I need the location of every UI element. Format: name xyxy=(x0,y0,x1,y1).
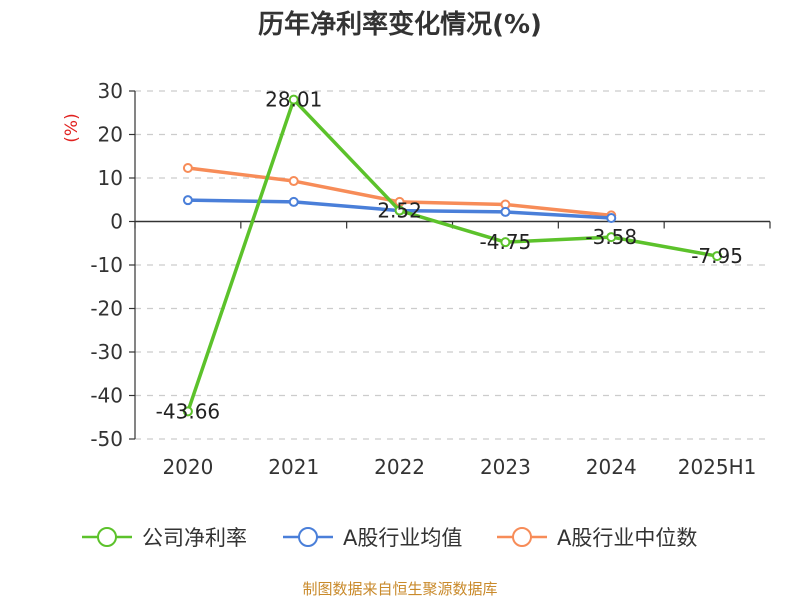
y-tick-label: -10 xyxy=(90,253,123,277)
grid-lines xyxy=(135,90,770,440)
legend-marker xyxy=(298,527,318,547)
data-point xyxy=(182,162,193,173)
data-label: -7.95 xyxy=(691,244,743,268)
data-labels: -43.66 28.01 2.52 -4.75 -3.58 -7.95 xyxy=(156,88,743,424)
data-point xyxy=(712,251,723,262)
y-tick-label: 10 xyxy=(98,166,123,190)
x-tick-label: 2025H1 xyxy=(678,455,757,479)
data-label: 28.01 xyxy=(265,88,322,112)
y-tick-label: 0 xyxy=(110,210,123,234)
y-tick-label: -20 xyxy=(90,297,123,321)
data-point xyxy=(606,213,617,224)
x-tick-label: 2020 xyxy=(162,455,213,479)
x-tick-label: 2024 xyxy=(586,455,637,479)
x-tick-label: 2022 xyxy=(374,455,425,479)
y-axis-unit: (%) xyxy=(62,113,82,142)
data-point xyxy=(288,196,299,207)
x-tick-label: 2021 xyxy=(268,455,319,479)
legend-item-0[interactable]: 公司净利率 xyxy=(82,526,247,550)
x-tick-label: 2023 xyxy=(480,455,531,479)
y-tick-label: 20 xyxy=(98,123,123,147)
legend[interactable]: 公司净利率 A股行业均值 A股行业中位数 xyxy=(82,526,697,550)
series-line-0 xyxy=(186,97,718,412)
data-point xyxy=(500,237,511,248)
data-point xyxy=(288,94,299,105)
data-point xyxy=(500,206,511,217)
y-tick-label: -40 xyxy=(90,384,123,408)
data-label: -3.58 xyxy=(585,225,637,249)
series-lines xyxy=(182,94,723,417)
data-point xyxy=(394,205,405,216)
legend-label: 公司净利率 xyxy=(142,526,247,550)
chart-title: 历年净利率变化情况(%) xyxy=(258,9,542,40)
y-tick-label: -30 xyxy=(90,340,123,364)
axes xyxy=(129,90,771,440)
legend-item-2[interactable]: A股行业中位数 xyxy=(497,526,697,550)
legend-marker xyxy=(512,527,532,547)
data-label: -43.66 xyxy=(156,399,220,423)
legend-label: A股行业中位数 xyxy=(557,526,697,550)
legend-label: A股行业均值 xyxy=(343,526,462,550)
data-point xyxy=(182,406,193,417)
source-note: 制图数据来自恒生聚源数据库 xyxy=(302,580,497,598)
data-point xyxy=(182,195,193,206)
y-tick-labels: 30 20 10 0 -10 -20 -30 -40 -50 xyxy=(90,79,123,451)
legend-marker xyxy=(97,527,117,547)
data-label: -4.75 xyxy=(480,230,532,254)
legend-item-1[interactable]: A股行业均值 xyxy=(283,526,462,550)
y-tick-label: -50 xyxy=(90,427,123,451)
data-point xyxy=(288,176,299,187)
data-label: 2.52 xyxy=(377,199,422,223)
y-tick-label: 30 xyxy=(98,79,123,103)
data-point xyxy=(606,232,617,243)
x-tick-labels: 2020 2021 2022 2023 2024 2025H1 xyxy=(162,455,756,479)
